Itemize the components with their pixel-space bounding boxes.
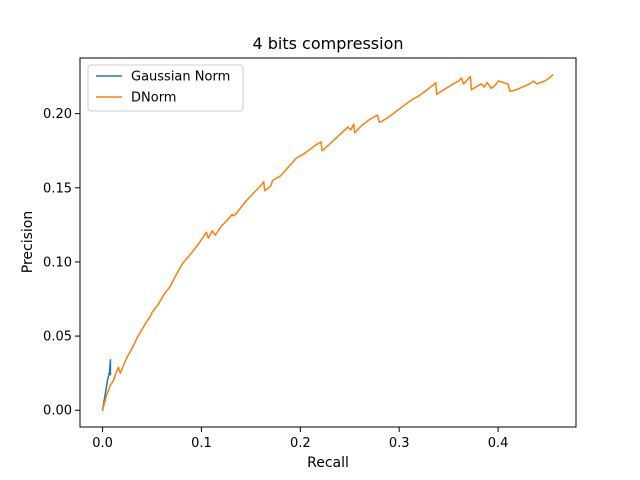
x-axis: 0.0 0.1 0.2 0.3 0.4 xyxy=(92,427,508,451)
axes-frame xyxy=(79,57,577,428)
x-tick-label: 0.0 xyxy=(92,436,113,451)
series-line-dnorm xyxy=(101,73,554,412)
y-tick-label: 0.10 xyxy=(43,255,72,270)
legend-box xyxy=(87,64,244,112)
x-tick-label: 0.3 xyxy=(389,436,410,451)
legend-label: DNorm xyxy=(131,91,176,106)
y-tick-label: 0.05 xyxy=(43,330,72,345)
y-tick-label: 0.00 xyxy=(43,404,72,419)
y-axis: 0.00 0.05 0.10 0.15 0.20 xyxy=(43,107,80,419)
x-tick-label: 0.4 xyxy=(488,436,509,451)
x-tick-label: 0.1 xyxy=(191,436,212,451)
legend: Gaussian Norm DNorm xyxy=(87,64,244,112)
x-tick-label: 0.2 xyxy=(290,436,311,451)
series-line-gaussian-norm xyxy=(101,359,112,412)
plot-area xyxy=(101,73,554,412)
x-axis-label: Recall xyxy=(307,455,349,471)
y-tick-label: 0.15 xyxy=(43,181,72,196)
y-tick-label: 0.20 xyxy=(43,107,72,122)
legend-label: Gaussian Norm xyxy=(131,70,230,85)
chart-title: 4 bits compression xyxy=(252,34,403,53)
y-axis-label: Precision xyxy=(20,211,36,273)
